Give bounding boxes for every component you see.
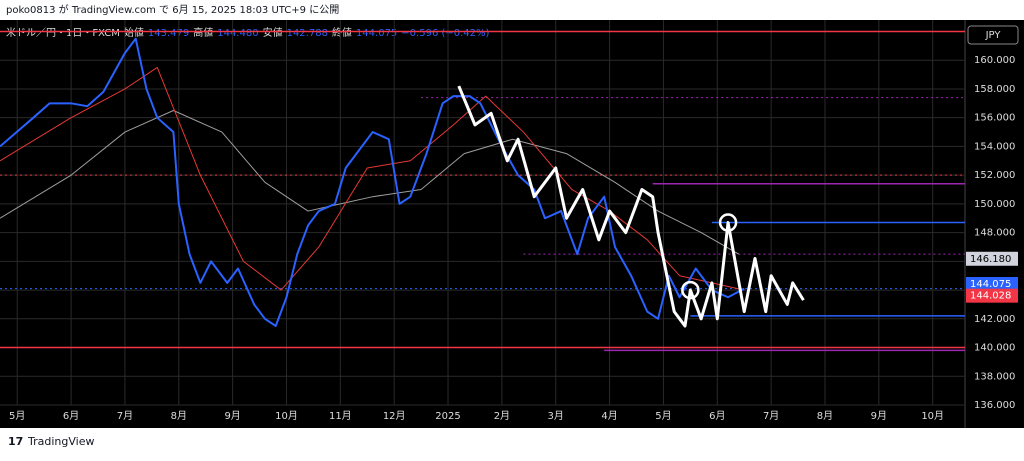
- price-label-bg: [966, 288, 1018, 303]
- legend-text: 終値: [332, 26, 352, 39]
- x-tick-label: 7月: [763, 410, 779, 422]
- x-tick-label: 9月: [871, 410, 887, 422]
- x-tick-label: 9月: [224, 410, 240, 422]
- pivot-circle: [718, 213, 738, 232]
- legend: 米ドル／円・1日・FXCM 始値 143.479 高値 144.480 安値 142.788…: [6, 26, 490, 39]
- x-tick-label: 6月: [63, 410, 79, 422]
- legend-text: 144.480: [217, 28, 258, 39]
- footer-logo: TradingView: [27, 435, 94, 448]
- chart-bg: [0, 20, 1024, 428]
- y-tick-label: 150.000: [974, 199, 1015, 210]
- legend-text: 142.788: [287, 28, 328, 39]
- legend-text: 安値: [263, 26, 283, 39]
- x-tick-label: 8月: [171, 410, 187, 422]
- x-tick-label: 2025: [435, 411, 460, 422]
- legend-text: 144.075: [356, 28, 397, 39]
- currency: JPY: [985, 30, 1002, 41]
- header: poko0813 が TradingView.com で 6月 15, 2025…: [6, 3, 339, 16]
- plot: [0, 20, 965, 406]
- x-tick-label: 2月: [494, 410, 510, 422]
- price-label-bg: [966, 276, 1018, 291]
- legend-text: 米ドル／円・1日・FXCM: [6, 26, 120, 39]
- legend-text: −0.596 (−0.42%): [401, 28, 489, 39]
- legend-text: 始値: [124, 26, 144, 39]
- pivot-circle: [681, 280, 700, 300]
- x-tick-label: 11月: [329, 410, 352, 422]
- x-tick-label: 8月: [817, 410, 833, 422]
- x-tick-label: 5月: [9, 410, 25, 422]
- price-label: 144.028: [970, 291, 1011, 302]
- x-tick-label: 5月: [655, 410, 671, 422]
- price-label: 146.180: [970, 254, 1011, 265]
- series-line: [0, 37, 745, 327]
- price-label: 144.075: [970, 279, 1011, 290]
- y-tick-label: 136.000: [974, 400, 1015, 411]
- series-line: [0, 66, 745, 291]
- x-tick-label: 6月: [709, 410, 725, 422]
- y-tick-label: 142.000: [974, 314, 1015, 325]
- x-tick-label: 10月: [921, 410, 944, 422]
- y-tick-label: 140.000: [974, 343, 1015, 354]
- price-label-bg: [966, 251, 1018, 266]
- y-tick-label: 138.000: [974, 371, 1015, 382]
- x-tick-label: 4月: [601, 410, 617, 422]
- y-tick-label: 156.000: [974, 113, 1015, 124]
- legend-text: 高値: [193, 26, 213, 39]
- currency-box: [967, 25, 1019, 45]
- y-tick-label: 148.000: [974, 228, 1015, 239]
- x-tick-label: 12月: [383, 410, 406, 422]
- y-tick-label: 152.000: [974, 170, 1015, 181]
- y-tick-label: 158.000: [974, 84, 1015, 95]
- logo-icon: 17: [8, 435, 23, 448]
- y-tick-label: 154.000: [974, 141, 1015, 152]
- series-line: [457, 85, 805, 328]
- legend-text: 143.479: [148, 28, 189, 39]
- x-tick-label: 3月: [548, 410, 564, 422]
- y-tick-label: 160.000: [974, 55, 1015, 66]
- x-tick-label: 10月: [275, 410, 298, 422]
- x-tick-label: 7月: [117, 410, 133, 422]
